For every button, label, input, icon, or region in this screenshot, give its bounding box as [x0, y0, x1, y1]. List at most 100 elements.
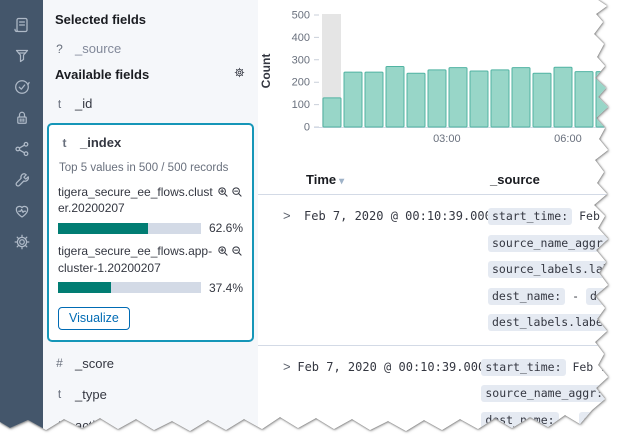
- discover-fields-sidebar: Selected fields ? _source Available field…: [43, 0, 258, 433]
- settings-icon[interactable]: [7, 231, 37, 252]
- svg-text:0: 0: [304, 122, 310, 134]
- top-value-bucket: tigera_secure_ee_flows.app-cluster-1.202…: [58, 241, 243, 300]
- histogram-bar[interactable]: [364, 71, 384, 128]
- histogram-bar[interactable]: [427, 69, 447, 128]
- field-value-text: Feb 7: [572, 209, 614, 223]
- magnifier-plus-icon[interactable]: [217, 245, 229, 257]
- field-item-_type[interactable]: t _type: [43, 379, 258, 410]
- histogram-bar[interactable]: [448, 67, 468, 128]
- histogram-bar[interactable]: [406, 72, 426, 128]
- bucket-value-label: tigera_secure_ee_flows.app-cluster-1.202…: [58, 244, 213, 275]
- table-row: > Feb 7, 2020 @ 00:10:39.000 start_time: F…: [258, 346, 622, 439]
- tools-icon[interactable]: [7, 169, 37, 190]
- field-name-badge: dest_name:: [481, 411, 559, 429]
- source-line: dest_name: - dest,: [481, 407, 608, 432]
- top-values-summary: Top 5 values in 500 / 500 records: [59, 162, 229, 174]
- row-time-cell: Feb 7, 2020 @ 00:10:39.000: [304, 209, 492, 223]
- source-line: start_time: Feb 7,: [481, 354, 614, 381]
- bucket-progress-bar: [58, 282, 201, 294]
- histogram-bar[interactable]: [511, 67, 531, 128]
- field-type-icon: t: [57, 387, 62, 402]
- compliance-icon[interactable]: [7, 76, 37, 97]
- svg-text:03:00: 03:00: [433, 133, 461, 145]
- field-name-badge: dest_labels.labels: [488, 314, 608, 331]
- field-name: _type: [75, 386, 107, 402]
- field-details-card-_index: t _index Top 5 values in 500 / 500 recor…: [47, 123, 254, 342]
- bucket-value-label: tigera_secure_ee_flows.cluster.20200207: [58, 185, 213, 216]
- histogram-bar[interactable]: [574, 71, 594, 128]
- histogram-bar[interactable]: [532, 72, 552, 128]
- source-column-header: _source: [490, 172, 540, 187]
- visualize-button[interactable]: Visualize: [58, 306, 130, 330]
- svg-text:500: 500: [292, 10, 310, 22]
- app-nav-rail: [0, 0, 43, 431]
- field-value-text: Feb 7,: [565, 359, 614, 374]
- expand-row-button[interactable]: >: [283, 208, 291, 223]
- field-item-_id[interactable]: t _id: [43, 88, 258, 119]
- field-name-badge: dest_name:: [488, 287, 566, 305]
- y-axis-label: Count: [259, 54, 273, 89]
- bucket-progress-fill: [58, 222, 148, 234]
- source-line: dest_name: - dest: [488, 283, 608, 310]
- policies-icon[interactable]: [7, 45, 37, 66]
- available-fields-list-top: t _id: [43, 88, 258, 119]
- security-icon[interactable]: [7, 107, 37, 128]
- histogram-bar[interactable]: [490, 69, 510, 128]
- doc-table-body: > Feb 7, 2020 @ 00:10:39.000 start_time: F…: [258, 195, 622, 439]
- svg-text:200: 200: [292, 77, 310, 89]
- top-value-bucket: tigera_secure_ee_flows.cluster.20200207 6…: [58, 182, 243, 241]
- field-name-badge: source_name_aggr:: [488, 234, 608, 252]
- field-type-icon: t: [62, 135, 67, 150]
- svg-text:06:00: 06:00: [554, 133, 582, 145]
- health-icon[interactable]: [7, 200, 37, 221]
- histogram-chart[interactable]: 0 100 200 300 400 500 03:00 06:00 Count: [258, 0, 614, 158]
- field-name: _index: [80, 135, 122, 150]
- row-source-cell: start_time: Feb 7 source_name_aggr:source…: [488, 203, 614, 336]
- row-source-cell: start_time: Feb 7, source_name_aggr: dest_…: [481, 354, 622, 439]
- doc-table-header: Time ▾ _source: [258, 172, 608, 195]
- histogram-bar[interactable]: [595, 71, 614, 128]
- field-settings-gear-icon[interactable]: [233, 66, 246, 82]
- magnifier-minus-icon[interactable]: [231, 245, 243, 257]
- field-type-icon: t: [57, 418, 62, 433]
- field-name-badge: source_name_aggr:: [481, 385, 608, 402]
- svg-text:300: 300: [292, 54, 310, 66]
- svg-text:400: 400: [292, 32, 310, 44]
- field-item-action[interactable]: t action: [43, 410, 258, 433]
- bucket-percent-label: 37.4%: [208, 280, 243, 295]
- time-column-header[interactable]: Time ▾: [306, 172, 345, 187]
- bucket-progress-bar: [58, 222, 201, 234]
- histogram-bar[interactable]: [322, 97, 342, 128]
- network-icon[interactable]: [7, 138, 37, 159]
- field-value-text: -: [565, 288, 587, 303]
- field-item-_score[interactable]: # _score: [43, 348, 258, 379]
- field-item-_index[interactable]: t _index: [58, 133, 243, 160]
- source-line: dest_labels.label: [481, 433, 622, 439]
- field-item-_source[interactable]: ? _source: [43, 33, 258, 64]
- field-value-text: -: [558, 412, 580, 427]
- magnifier-minus-icon[interactable]: [231, 186, 243, 198]
- top-values-list: tigera_secure_ee_flows.cluster.20200207 6…: [58, 182, 243, 301]
- histogram-bar[interactable]: [343, 71, 363, 128]
- field-name: _score: [75, 355, 115, 371]
- logs-icon[interactable]: [7, 14, 37, 35]
- source-line: source_labels.lab: [488, 256, 608, 283]
- table-row: > Feb 7, 2020 @ 00:10:39.000 start_time: F…: [258, 195, 614, 346]
- histogram-bar[interactable]: [469, 70, 489, 128]
- field-name-badge: dest: [586, 287, 608, 305]
- histogram-bar[interactable]: [553, 66, 573, 128]
- field-name-badge: start_time:: [488, 208, 573, 225]
- field-type-icon: t: [57, 96, 62, 111]
- field-type-icon: ?: [56, 41, 63, 56]
- magnifier-plus-icon[interactable]: [217, 186, 229, 198]
- expand-row-button[interactable]: >: [283, 358, 291, 374]
- field-name-badge: source_labels.lab: [488, 261, 608, 278]
- field-name-badge: dest,: [579, 411, 608, 429]
- source-line: source_name_aggr:: [488, 230, 608, 257]
- bucket-progress-fill: [58, 282, 112, 294]
- histogram-bar[interactable]: [385, 66, 405, 128]
- row-time-cell: Feb 7, 2020 @ 00:10:39.000: [297, 359, 486, 374]
- field-name-badge: start_time:: [481, 358, 566, 376]
